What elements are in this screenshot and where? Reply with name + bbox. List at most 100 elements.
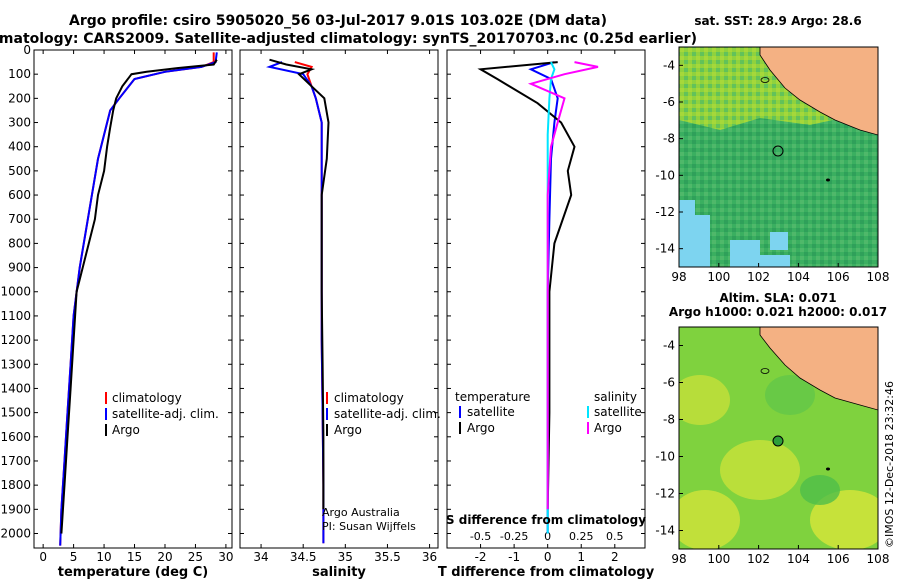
argo-position-marker: [772, 145, 784, 157]
series-line: [528, 61, 559, 534]
salinity-panel-frame: [239, 49, 439, 549]
sla-map-title-line1: Altim. SLA: 0.071: [719, 291, 836, 305]
x2-tick-label: 0.25: [569, 530, 594, 543]
x2-tick-label: 0.5: [606, 530, 624, 543]
x-tick-label: 10: [96, 550, 111, 564]
x-tick-label: 30: [218, 550, 233, 564]
sst-cloud-gaps: [679, 200, 790, 267]
legend-satellite-label: satellite-adj. clim.: [112, 407, 219, 421]
sst-map-frame: [678, 46, 879, 268]
x-tick-label: 35: [338, 550, 353, 564]
y-tick-label: 1800: [0, 478, 31, 492]
map-x-tick-label: 98: [671, 552, 686, 566]
credit-pi: PI: Susan Wijffels: [322, 520, 416, 533]
title-line1: Argo profile: csiro 5905020_56 03-Jul-20…: [69, 13, 607, 29]
y-tick-label: 1100: [0, 309, 31, 323]
series-layer: [59, 52, 599, 546]
sla-map-axes: 98 100 102 104 106 108 -4 -6 -8 -10 -12 -14: [655, 339, 889, 567]
legend-argo-label: Argo: [334, 423, 362, 437]
salinity-legend: climatology satellite-adj. clim. Argo Ar…: [322, 391, 441, 533]
y-tick-label: 1900: [0, 502, 31, 516]
map-y-tick-label: -4: [663, 58, 675, 72]
sla-blob-green-1: [800, 475, 840, 505]
legend-s-argo-label: Argo: [594, 421, 622, 435]
x-tick-label: 2: [611, 550, 619, 564]
difference-legend: temperature satellite Argo salinity sate…: [446, 390, 646, 527]
series-group: [477, 61, 599, 534]
legend-climatology-label: climatology: [112, 391, 182, 405]
sla-blob-yellow-3: [810, 490, 878, 549]
map-y-tick-label: -14: [655, 242, 675, 256]
map-x-tick-label: 108: [867, 552, 890, 566]
map-y-tick-label: -6: [663, 95, 675, 109]
x-tick-label: 34.5: [290, 550, 317, 564]
island-enggano: [760, 368, 770, 374]
sla-map: [679, 327, 878, 549]
series-line: [294, 61, 325, 544]
y-tick-label: 600: [8, 188, 31, 202]
map-x-tick-label: 108: [867, 270, 890, 284]
x2-tick-label: -0.5: [470, 530, 491, 543]
map-x-tick-label: 106: [827, 552, 850, 566]
axes-layer: 0100200300400500600700800900100011001200…: [0, 43, 645, 564]
map-y-tick-label: -8: [663, 413, 675, 427]
y-tick-label: 200: [8, 91, 31, 105]
map-x-tick-label: 100: [707, 270, 730, 284]
map-y-tick-label: -12: [655, 487, 675, 501]
legend-t-argo-label: Argo: [467, 421, 495, 435]
map-x-tick-label: 106: [827, 270, 850, 284]
x-tick-label: 0: [544, 550, 552, 564]
legend-argo-label: Argo: [112, 423, 140, 437]
s-difference-label: S difference from climatology: [446, 513, 646, 527]
y-tick-label: 1600: [0, 430, 31, 444]
sst-map-title: sat. SST: 28.9 Argo: 28.6: [694, 14, 861, 28]
legend-t-satellite-label: satellite: [467, 405, 515, 419]
temperature-legend: climatology satellite-adj. clim. Argo: [105, 391, 219, 437]
series-line: [59, 52, 215, 546]
legend-satellite-label: satellite-adj. clim.: [334, 407, 441, 421]
sst-map-axes: 98 100 102 104 106 108 -4 -6 -8 -10 -12 -14: [655, 58, 889, 284]
x-tick-label: 34: [253, 550, 268, 564]
sla-land: [759, 327, 878, 411]
difference-xlabel: T difference from climatology: [438, 565, 655, 580]
series-group: [59, 52, 218, 546]
argo-position-marker: [772, 435, 784, 447]
x-tick-label: -1: [508, 550, 520, 564]
map-y-tick-label: -14: [655, 524, 675, 538]
map-x-tick-label: 102: [747, 552, 770, 566]
series-group: [265, 58, 330, 544]
sla-blob-green-2: [765, 375, 815, 415]
island-christmas: [826, 178, 830, 182]
x-tick-label: 36: [422, 550, 437, 564]
series-line: [269, 58, 330, 510]
series-line: [477, 61, 576, 510]
series-line: [265, 61, 325, 544]
sst-map: [679, 47, 878, 267]
sla-blob-yellow-1: [679, 375, 730, 425]
sst-cool-field: [679, 110, 878, 267]
temperature-xlabel: temperature (deg C): [58, 565, 208, 580]
map-y-tick-label: -8: [663, 132, 675, 146]
map-y-tick-label: -10: [655, 450, 675, 464]
map-y-tick-label: -4: [663, 339, 675, 353]
y-tick-label: 400: [8, 140, 31, 154]
legend-temperature-title: temperature: [455, 390, 530, 404]
sla-blob-yellow-4: [679, 490, 740, 549]
y-tick-label: 1300: [0, 357, 31, 371]
x-tick-label: 0: [39, 550, 47, 564]
difference-panel-frame: [446, 49, 646, 549]
series-line: [60, 59, 218, 534]
series-line: [527, 61, 599, 510]
map-x-tick-label: 104: [787, 552, 810, 566]
salinity-xlabel: salinity: [312, 565, 366, 580]
sst-land: [759, 47, 878, 136]
x-tick-label: 1: [577, 550, 585, 564]
y-tick-label: 700: [8, 212, 31, 226]
map-x-tick-label: 104: [787, 270, 810, 284]
map-x-tick-label: 102: [747, 270, 770, 284]
x-tick-label: -2: [475, 550, 487, 564]
temperature-panel-frame: [33, 49, 233, 549]
x-tick-label: 15: [127, 550, 142, 564]
y-tick-label: 0: [23, 43, 31, 57]
map-x-tick-label: 100: [707, 552, 730, 566]
